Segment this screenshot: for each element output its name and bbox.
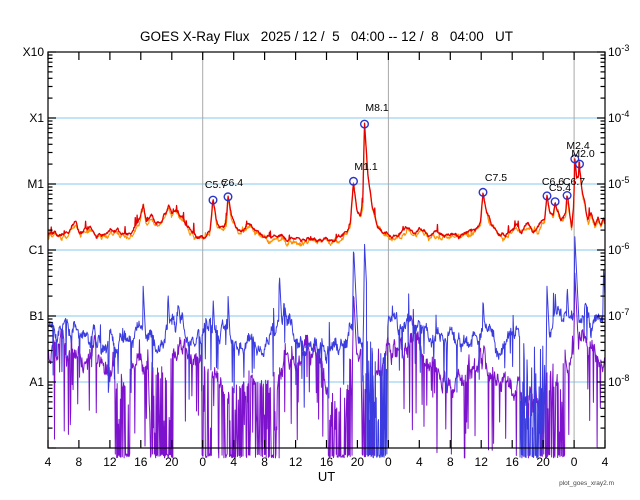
flare-peak-marker	[562, 190, 572, 200]
flare-label: M1.1	[354, 161, 378, 173]
plot-gridlines	[48, 117, 605, 383]
x-tick-label: 8	[447, 455, 454, 469]
flare-peak-marker	[349, 176, 359, 186]
y-right-label: 10-6	[608, 241, 629, 257]
y-left-label: B1	[29, 309, 44, 323]
flare-label: M2.4	[566, 140, 590, 152]
y-left-label: X10	[23, 45, 45, 59]
y-left-label: C1	[29, 243, 45, 257]
flare-peak-marker	[575, 159, 585, 169]
flare-label: C6.4	[221, 177, 243, 189]
flare-peak-marker	[478, 187, 488, 197]
x-tick-label: 20	[165, 455, 179, 469]
x-tick-label: 8	[76, 455, 83, 469]
flare-peak-marker	[360, 119, 370, 129]
flare-label: M2.0	[571, 148, 595, 160]
y-left-label: X1	[29, 111, 44, 125]
x-tick-label: 12	[289, 455, 303, 469]
flare-peak-marker	[223, 192, 233, 202]
flare-annotations: C5.7C6.4 M1.1 M8.1 C7.5 C6.6C5.4C6.7 M2.4M2.0	[205, 102, 595, 207]
series-xray-short-05-4A	[47, 236, 606, 459]
x-axis-label: UT	[317, 469, 336, 484]
x-tick-label: 0	[571, 455, 578, 469]
flare-label: M8.1	[365, 102, 389, 114]
x-tick-label: 0	[385, 455, 392, 469]
y-right-label: 10-4	[608, 109, 629, 125]
x-tick-label: 16	[134, 455, 148, 469]
flare-peak-marker	[208, 195, 218, 205]
flare-label: C7.5	[485, 172, 507, 184]
y-left-label: M1	[27, 177, 44, 191]
flare-peak-marker	[550, 197, 560, 207]
flare-label: C5.7	[205, 179, 227, 191]
day-boundary-lines	[202, 52, 575, 448]
x-tick-label: 20	[536, 455, 550, 469]
x-tick-label: 4	[45, 455, 52, 469]
y-right-label: 10-3	[608, 43, 629, 59]
y-right-label: 10-5	[608, 175, 629, 191]
x-tick-label: 20	[351, 455, 365, 469]
series-xray-short-05-4A-sat2	[47, 272, 606, 459]
x-tick-label: 4	[416, 455, 423, 469]
x-tick-label: 12	[103, 455, 117, 469]
series-xray-long-1-8A-sat2	[47, 127, 606, 247]
axis-frame-and-ticks	[47, 51, 606, 449]
x-tick-label: 0	[199, 455, 206, 469]
flare-label: C6.6	[542, 176, 564, 188]
series-xray-long-1-8A	[47, 122, 606, 243]
y-right-label: 10-8	[608, 373, 629, 389]
y-right-label: 10-7	[608, 307, 629, 323]
x-tick-label: 8	[261, 455, 268, 469]
flare-label: C5.4	[549, 182, 571, 194]
x-tick-label: 16	[320, 455, 334, 469]
plot-credit-text: plot_goes_xray2.m	[559, 480, 614, 487]
flare-peak-marker	[542, 191, 552, 201]
x-tick-label: 4	[602, 455, 609, 469]
y-left-label: A1	[29, 375, 44, 389]
flare-peak-marker	[570, 154, 580, 164]
flux-series	[47, 122, 606, 459]
x-tick-label: 4	[230, 455, 237, 469]
flare-label: C6.7	[563, 176, 585, 188]
chart-title: GOES X-Ray Flux 2025 / 12 / 5 04:00 -- 1…	[140, 29, 513, 44]
x-tick-label: 12	[475, 455, 489, 469]
x-tick-label: 16	[506, 455, 520, 469]
